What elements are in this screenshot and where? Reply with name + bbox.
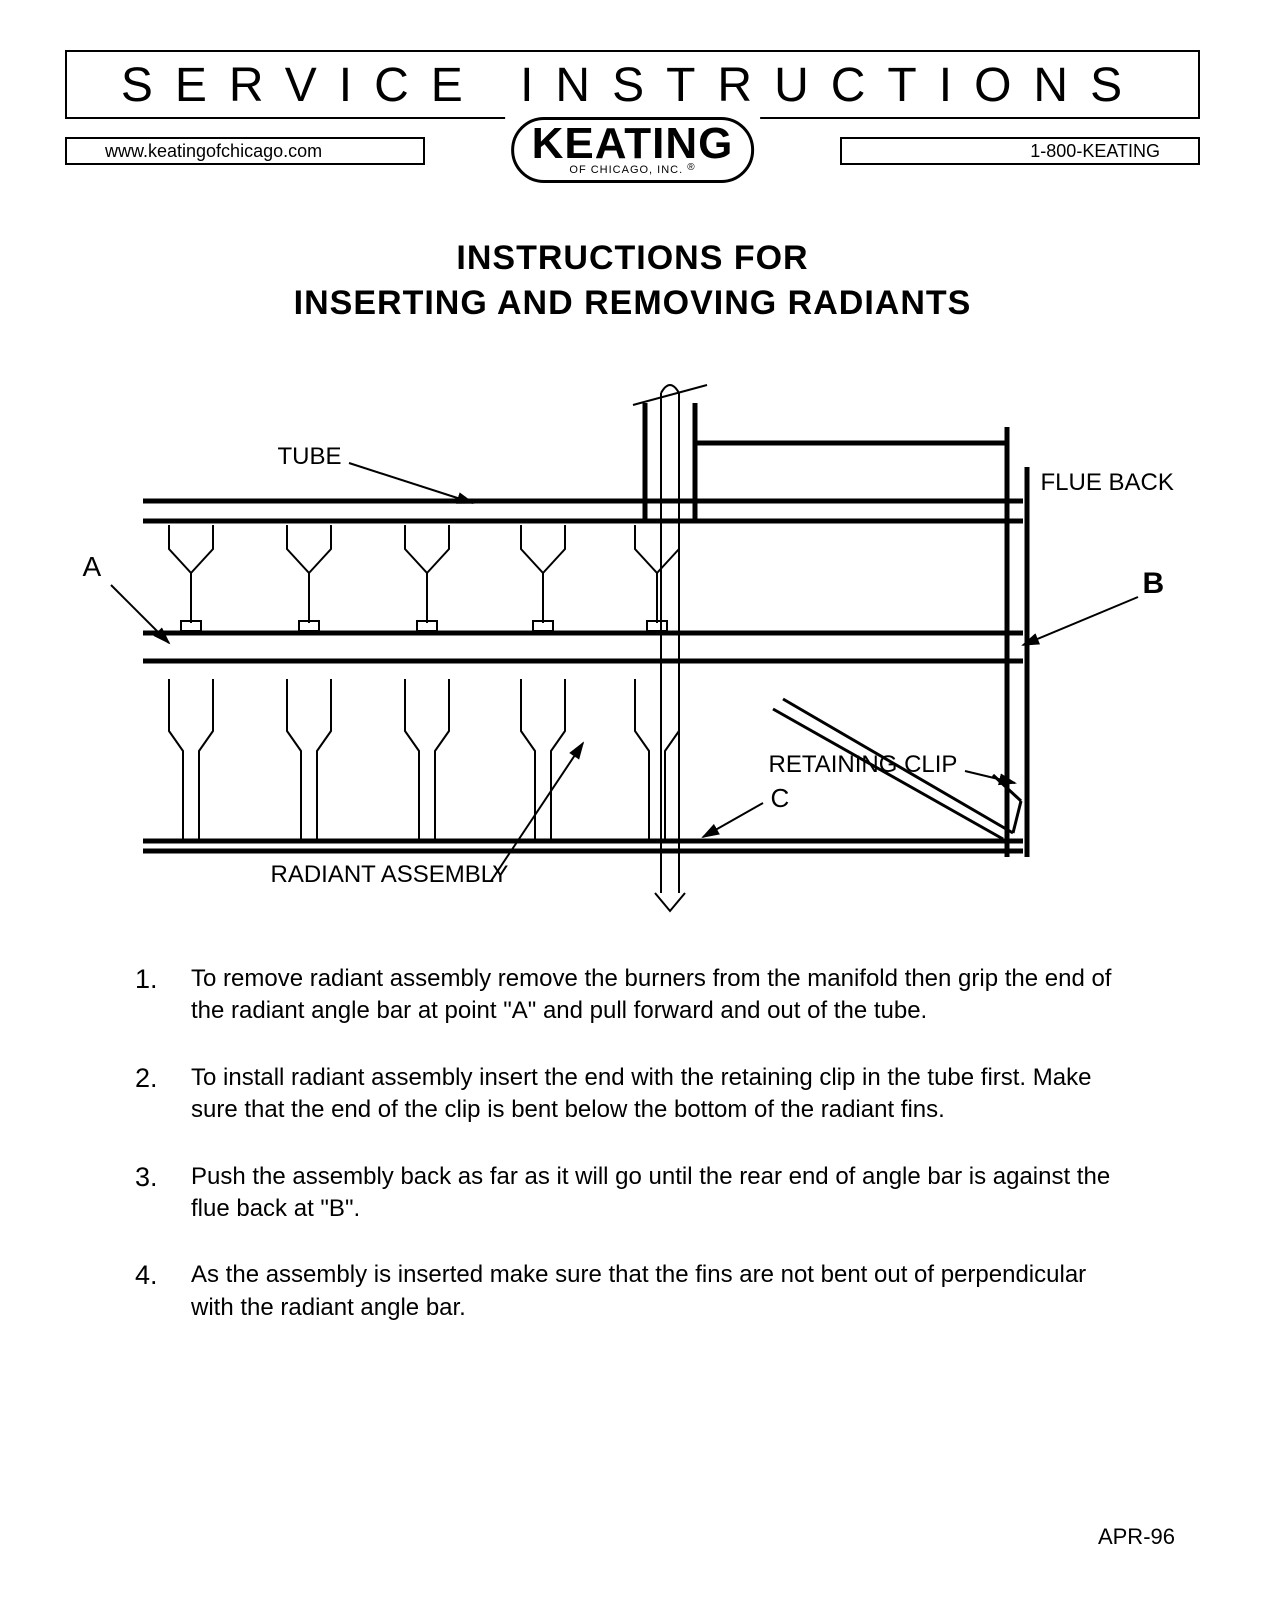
subtitle-line2: INSERTING AND REMOVING RADIANTS: [65, 284, 1200, 323]
step-text: Push the assembly back as far as it will…: [191, 1161, 1130, 1226]
page: SERVICE INSTRUCTIONS www.keatingofchicag…: [0, 0, 1265, 1600]
logo-sub-text: OF CHICAGO, INC.: [569, 164, 683, 176]
phone-text: 1-800-KEATING: [840, 137, 1200, 165]
step-4: 4. As the assembly is inserted make sure…: [135, 1259, 1130, 1324]
website-text: www.keatingofchicago.com: [65, 137, 425, 165]
step-3: 3. Push the assembly back as far as it w…: [135, 1161, 1130, 1226]
registered-mark: ®: [687, 162, 695, 173]
logo-box: KEATING OF CHICAGO, INC. ®: [511, 117, 755, 183]
diagram: TUBE FLUE BACK A B RETAINING CLIP C RADI…: [83, 363, 1183, 923]
label-radiant-assembly: RADIANT ASSEMBLY: [271, 861, 509, 889]
step-number: 2.: [135, 1062, 191, 1127]
step-number: 1.: [135, 963, 191, 1028]
step-2: 2. To install radiant assembly insert th…: [135, 1062, 1130, 1127]
footer-date: APR-96: [1098, 1524, 1175, 1550]
step-number: 3.: [135, 1161, 191, 1226]
subtitle: INSTRUCTIONS FOR INSERTING AND REMOVING …: [65, 239, 1200, 323]
label-b: B: [1143, 567, 1165, 601]
step-text: As the assembly is inserted make sure th…: [191, 1259, 1130, 1324]
label-c: C: [771, 783, 790, 814]
contact-row: www.keatingofchicago.com KEATING OF CHIC…: [65, 123, 1200, 203]
label-a: A: [83, 551, 102, 583]
step-text: To install radiant assembly insert the e…: [191, 1062, 1130, 1127]
label-retaining-clip: RETAINING CLIP: [769, 751, 958, 779]
title-banner: SERVICE INSTRUCTIONS: [65, 50, 1200, 119]
label-flue-back: FLUE BACK: [1041, 469, 1174, 497]
step-number: 4.: [135, 1259, 191, 1324]
logo: KEATING OF CHICAGO, INC. ®: [505, 117, 761, 183]
steps-list: 1. To remove radiant assembly remove the…: [135, 963, 1130, 1324]
label-tube: TUBE: [278, 443, 342, 471]
step-1: 1. To remove radiant assembly remove the…: [135, 963, 1130, 1028]
page-title: SERVICE INSTRUCTIONS: [67, 58, 1198, 113]
logo-main: KEATING: [532, 122, 734, 166]
step-text: To remove radiant assembly remove the bu…: [191, 963, 1130, 1028]
diagram-svg: [83, 363, 1183, 923]
subtitle-line1: INSTRUCTIONS FOR: [65, 239, 1200, 278]
